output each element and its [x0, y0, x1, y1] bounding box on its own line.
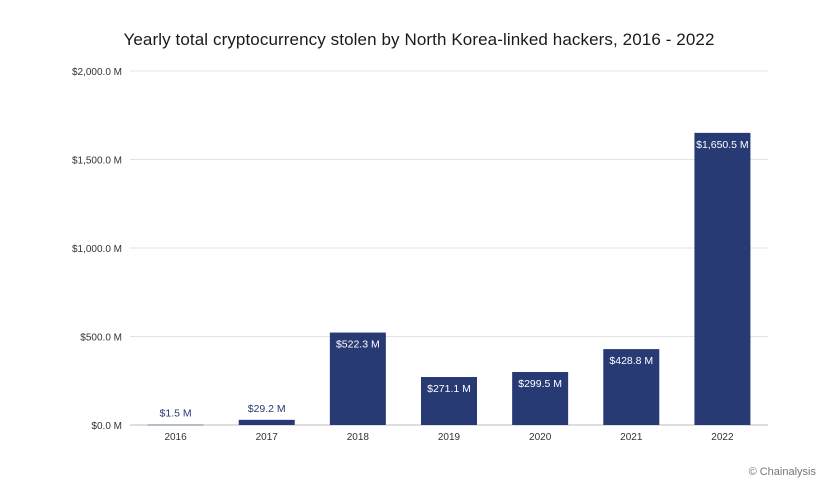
source-credit: © Chainalysis [748, 466, 816, 478]
x-tick-label: 2019 [438, 432, 461, 443]
y-tick-label: $2,000.0 M [72, 67, 122, 78]
y-tick-label: $0.0 M [91, 421, 122, 432]
x-tick-label: 2016 [164, 432, 187, 443]
chart-title: Yearly total cryptocurrency stolen by No… [123, 30, 715, 49]
y-axis-tick-labels: $0.0 M $500.0 M $1,000.0 M $1,500.0 M $2,000… [72, 67, 122, 432]
x-tick-label: 2018 [347, 432, 370, 443]
bar [329, 332, 386, 425]
x-tick-label: 2021 [620, 432, 643, 443]
y-tick-label: $1,000.0 M [72, 244, 122, 255]
x-tick-label: 2020 [529, 432, 552, 443]
bar-value-label: $1,650.5 M [696, 139, 749, 151]
bar [238, 419, 295, 425]
bar [147, 424, 204, 426]
bar-value-label: $1.5 M [160, 408, 192, 420]
bar [421, 377, 477, 425]
bar-value-label: $299.5 M [518, 378, 562, 390]
y-tick-label: $500.0 M [80, 333, 122, 344]
bar-value-label: $428.8 M [609, 355, 653, 367]
bar-value-label: $29.2 M [248, 403, 286, 415]
y-tick-label: $1,500.0 M [72, 156, 122, 167]
bar [603, 349, 660, 425]
x-tick-label: 2017 [256, 432, 279, 443]
bars [147, 132, 751, 426]
x-tick-label: 2022 [711, 432, 734, 443]
bar [694, 132, 751, 425]
bar-value-labels: $1.5 M $29.2 M $522.3 M $271.1 M $299.5 M $42… [160, 139, 749, 420]
bar [512, 371, 569, 425]
x-axis-tick-labels: 2016 2017 2018 2019 2020 2021 2022 [164, 432, 734, 443]
bar-value-label: $522.3 M [336, 339, 380, 351]
gridlines [130, 70, 768, 426]
bar-value-label: $271.1 M [427, 383, 471, 395]
